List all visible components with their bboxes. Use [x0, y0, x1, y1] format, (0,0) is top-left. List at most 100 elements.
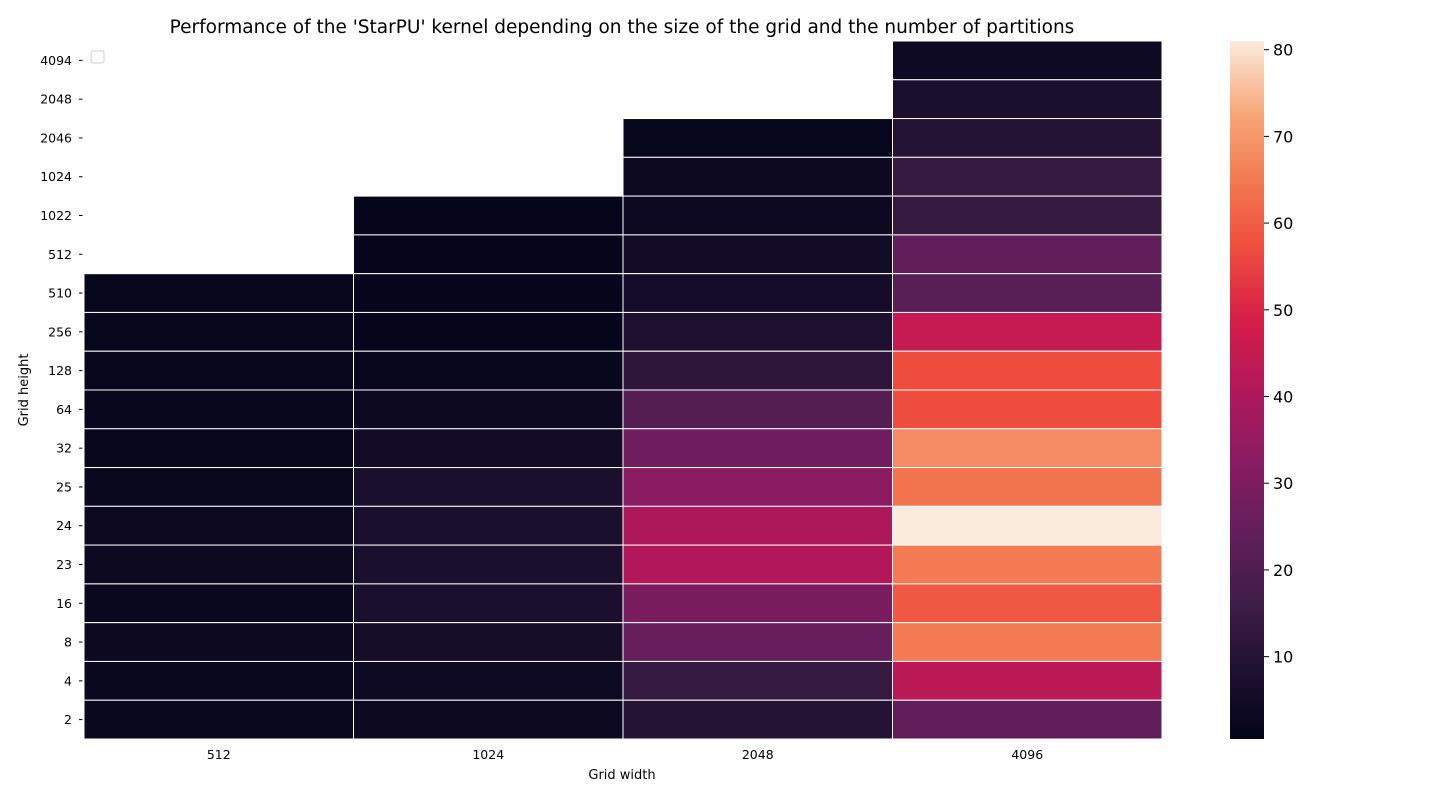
- heatmap-cell: [83, 544, 354, 585]
- heatmap-cell: [892, 544, 1163, 585]
- y-tick-label: 4: [64, 673, 72, 688]
- colorbar-tick-label: 60: [1273, 214, 1293, 233]
- y-tick-label: 1024: [40, 169, 72, 184]
- heatmap-cell: [622, 583, 893, 624]
- heatmap-cell: [353, 583, 624, 624]
- legend-box: [90, 50, 105, 64]
- heatmap-cell: [83, 583, 354, 624]
- y-tick-label: 8: [64, 635, 72, 650]
- heatmap-cell: [892, 40, 1163, 81]
- heatmap-cell: [83, 389, 354, 430]
- heatmap-cell: [892, 389, 1163, 430]
- heatmap-cell: [353, 195, 624, 236]
- heatmap-cell: [353, 699, 624, 740]
- y-tick-label: 24: [56, 518, 72, 533]
- y-tick-label: 64: [56, 402, 72, 417]
- heatmap-cell: [353, 350, 624, 391]
- y-tick-label: 23: [56, 557, 72, 572]
- colorbar-tick-label: 40: [1273, 388, 1293, 407]
- colorbar-tick-label: 50: [1273, 301, 1293, 320]
- heatmap-cell: [622, 505, 893, 546]
- heatmap-cell: [353, 234, 624, 275]
- x-tick-label: 512: [207, 747, 231, 762]
- heatmap-cell: [353, 428, 624, 469]
- heatmap-cell: [353, 467, 624, 507]
- heatmap-cell: [83, 622, 354, 662]
- y-tick-label: 4094: [40, 53, 72, 68]
- y-axis-label: Grid height: [17, 354, 32, 427]
- heatmap-cell: [892, 311, 1163, 352]
- heatmap-cell: [622, 699, 893, 740]
- x-axis-ticks: 512 1024 2048 4096: [207, 747, 1043, 762]
- heatmap-cell: [892, 583, 1163, 624]
- heatmap-cell: [892, 234, 1163, 275]
- heatmap-cell: [622, 467, 893, 507]
- y-tick-label: 2048: [40, 92, 72, 107]
- y-tick-label: 1022: [40, 208, 72, 223]
- colorbar-tick-label: 10: [1273, 648, 1293, 667]
- y-tick-label: 32: [56, 441, 72, 456]
- heatmap-cell: [83, 350, 354, 391]
- heatmap-cell: [353, 660, 624, 701]
- heatmap-cell: [83, 660, 354, 701]
- heatmap-cell: [892, 467, 1163, 507]
- colorbar: [1230, 41, 1264, 739]
- heatmap-cell: [622, 273, 893, 313]
- heatmap-cell: [353, 544, 624, 585]
- heatmap-cell: [353, 505, 624, 546]
- y-tick-label: 256: [48, 324, 72, 339]
- heatmap-cell: [892, 699, 1163, 740]
- y-axis-ticks: 4094204820461024102251251025612864322524…: [40, 53, 83, 727]
- heatmap-cell: [353, 622, 624, 662]
- colorbar-tick-label: 30: [1273, 474, 1293, 493]
- heatmap-cell: [83, 505, 354, 546]
- y-tick-label: 512: [48, 247, 72, 262]
- y-tick-label: 2046: [40, 130, 72, 145]
- heatmap-cell: [83, 311, 354, 352]
- colorbar-tick-label: 20: [1273, 561, 1293, 580]
- heatmap-cell: [622, 544, 893, 585]
- heatmap-cells: [83, 40, 1163, 740]
- heatmap-cell: [622, 350, 893, 391]
- heatmap-cell: [892, 350, 1163, 391]
- heatmap-cell: [83, 428, 354, 469]
- x-tick-label: 1024: [472, 747, 504, 762]
- heatmap-cell: [622, 234, 893, 275]
- y-tick-label: 128: [48, 363, 72, 378]
- chart-title: Performance of the 'StarPU' kernel depen…: [170, 17, 1075, 38]
- heatmap-cell: [622, 118, 893, 158]
- y-tick-label: 510: [48, 286, 72, 301]
- heatmap-cell: [622, 389, 893, 430]
- heatmap-cell: [622, 428, 893, 469]
- colorbar-tick-label: 70: [1273, 127, 1293, 146]
- heatmap-cell: [622, 195, 893, 236]
- x-axis-label: Grid width: [588, 768, 655, 783]
- heatmap-cell: [622, 311, 893, 352]
- x-tick-label: 2048: [742, 747, 774, 762]
- heatmap-cell: [83, 699, 354, 740]
- heatmap-cell: [353, 273, 624, 313]
- x-tick-label: 4096: [1011, 747, 1043, 762]
- heatmap-cell: [622, 622, 893, 662]
- heatmap-cell: [892, 118, 1163, 158]
- heatmap-cell: [83, 467, 354, 507]
- colorbar-ticks: 10 20 30 40 50 60 70 80: [1264, 41, 1293, 667]
- y-tick-label: 25: [56, 479, 72, 494]
- y-tick-label: 16: [56, 596, 72, 611]
- heatmap-cell: [83, 273, 354, 313]
- heatmap-cell: [353, 389, 624, 430]
- heatmap-cell: [622, 660, 893, 701]
- heatmap-cell: [892, 505, 1163, 546]
- heatmap-cell: [892, 622, 1163, 662]
- heatmap-cell: [892, 428, 1163, 469]
- heatmap-cell: [892, 273, 1163, 313]
- heatmap-cell: [622, 156, 893, 197]
- heatmap-cell: [892, 156, 1163, 197]
- heatmap-cell: [892, 79, 1163, 120]
- heatmap-cell: [892, 195, 1163, 236]
- y-tick-label: 2: [64, 712, 72, 727]
- heatmap-cell: [892, 660, 1163, 701]
- colorbar-tick-label: 80: [1273, 41, 1293, 60]
- heatmap-cell: [353, 311, 624, 352]
